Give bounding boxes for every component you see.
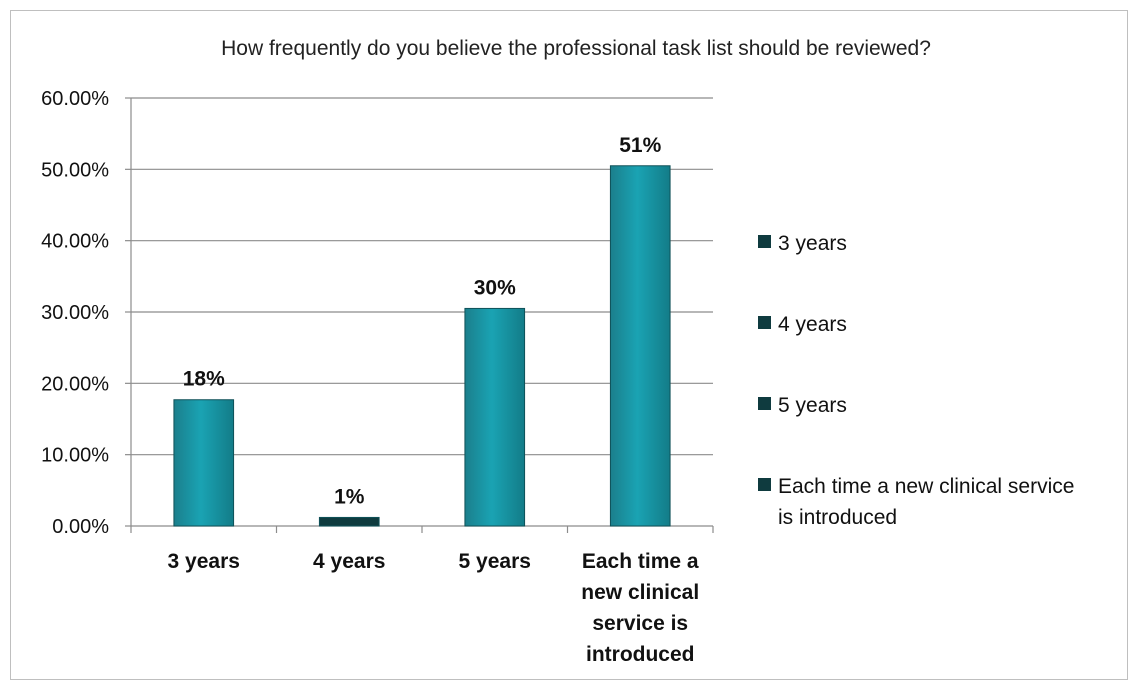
bar [318, 516, 380, 527]
legend-entry: 3 years [778, 232, 847, 255]
data-label: 18% [183, 368, 225, 391]
y-tick-label: 20.00% [41, 373, 109, 395]
y-tick-label: 40.00% [41, 231, 109, 253]
category-label: 4 years [313, 550, 385, 573]
chart-title: How frequently do you believe the profes… [221, 37, 931, 60]
legend-entry-line: 5 years [778, 394, 847, 417]
legend-swatch [758, 316, 771, 329]
data-label: 30% [474, 276, 516, 299]
legend-swatch [758, 235, 771, 248]
category-label-line: Each time a [582, 550, 699, 573]
y-tick-label: 0.00% [52, 516, 109, 538]
y-tick-label: 30.00% [41, 302, 109, 324]
chart-frame [10, 10, 1128, 680]
data-label: 51% [619, 134, 661, 157]
category-label: 5 years [459, 550, 531, 573]
data-label: 1% [334, 485, 365, 508]
legend-entry: 5 years [778, 394, 847, 417]
legend-entry: Each time a new clinical service is intro… [778, 475, 1074, 529]
legend-swatch [758, 478, 771, 491]
category-label-line: service is [592, 612, 688, 635]
category-label: Each time a new clinical service is introdu… [581, 550, 699, 666]
bars [173, 165, 671, 527]
category-label-line: 4 years [313, 550, 385, 573]
category-label: 3 years [168, 550, 240, 573]
y-tick-label: 10.00% [41, 445, 109, 467]
legend-entry-line: 4 years [778, 313, 847, 336]
bar [464, 307, 526, 527]
y-tick-label: 60.00% [41, 88, 109, 110]
legend-entry: 4 years [778, 313, 847, 336]
y-tick-label: 50.00% [41, 159, 109, 181]
legend-entry-line: Each time a new clinical service [778, 475, 1074, 498]
legend-swatch [758, 397, 771, 410]
category-label-line: 5 years [459, 550, 531, 573]
category-label-line: new clinical [581, 581, 699, 604]
labels: 0.00% 10.00% 20.00% 30.00% 40.00% 50.00% 60.00… [41, 88, 699, 666]
bar [173, 399, 235, 527]
category-label-line: introduced [586, 643, 695, 666]
category-label-line: 3 years [168, 550, 240, 573]
legend-entry-line: 3 years [778, 232, 847, 255]
legend: 3 years 4 years 5 years Each time a new cli… [758, 232, 1074, 529]
legend-entry-line: is introduced [778, 506, 897, 529]
bar [609, 165, 671, 527]
